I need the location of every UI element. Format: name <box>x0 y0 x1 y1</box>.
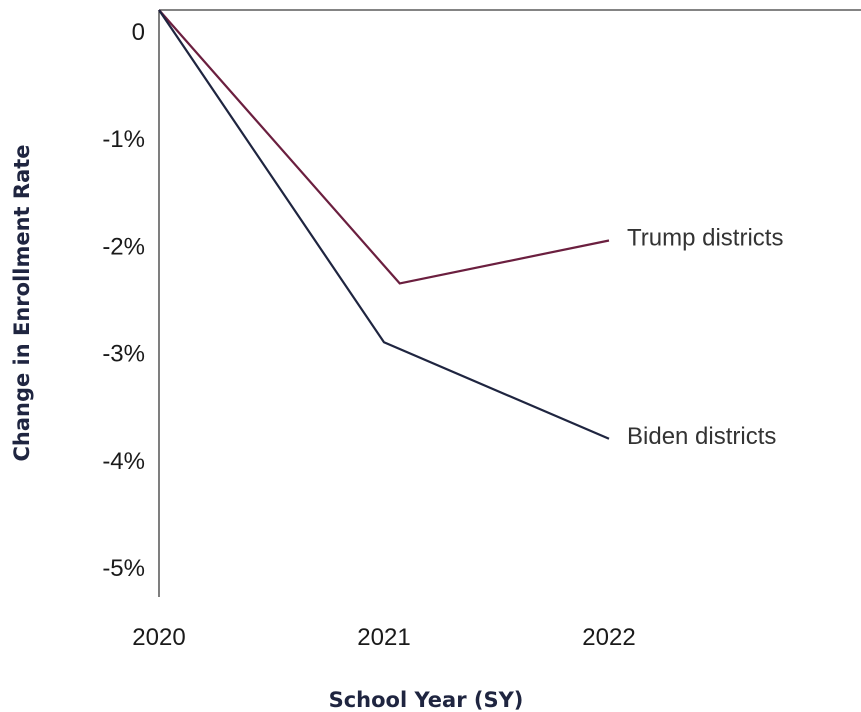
x-axis-title: School Year (SY) <box>329 688 524 712</box>
y-tick-label: 0 <box>132 19 145 46</box>
y-tick-label: -3% <box>102 341 145 368</box>
x-tick-label: 2021 <box>357 624 410 651</box>
y-tick-label: -2% <box>102 233 145 260</box>
y-tick-label: -5% <box>102 555 145 582</box>
series-line-biden <box>158 9 610 440</box>
y-tick-label: -4% <box>102 448 145 475</box>
x-tick-label: 2020 <box>132 624 185 651</box>
y-axis-title: Change in Enrollment Rate <box>10 144 34 461</box>
x-tick-label: 2022 <box>582 624 635 651</box>
series-line-trump <box>158 9 610 285</box>
y-tick-label: -1% <box>102 126 145 153</box>
series-label-biden: Biden districts <box>627 423 776 450</box>
series-label-trump: Trump districts <box>627 224 783 251</box>
